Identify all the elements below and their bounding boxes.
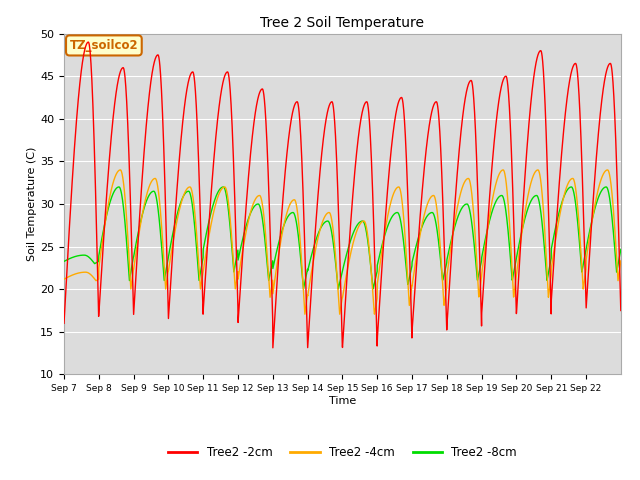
Y-axis label: Soil Temperature (C): Soil Temperature (C) <box>28 147 37 261</box>
Text: TZ_soilco2: TZ_soilco2 <box>70 39 138 52</box>
Legend: Tree2 -2cm, Tree2 -4cm, Tree2 -8cm: Tree2 -2cm, Tree2 -4cm, Tree2 -8cm <box>163 442 522 464</box>
Title: Tree 2 Soil Temperature: Tree 2 Soil Temperature <box>260 16 424 30</box>
X-axis label: Time: Time <box>329 396 356 406</box>
